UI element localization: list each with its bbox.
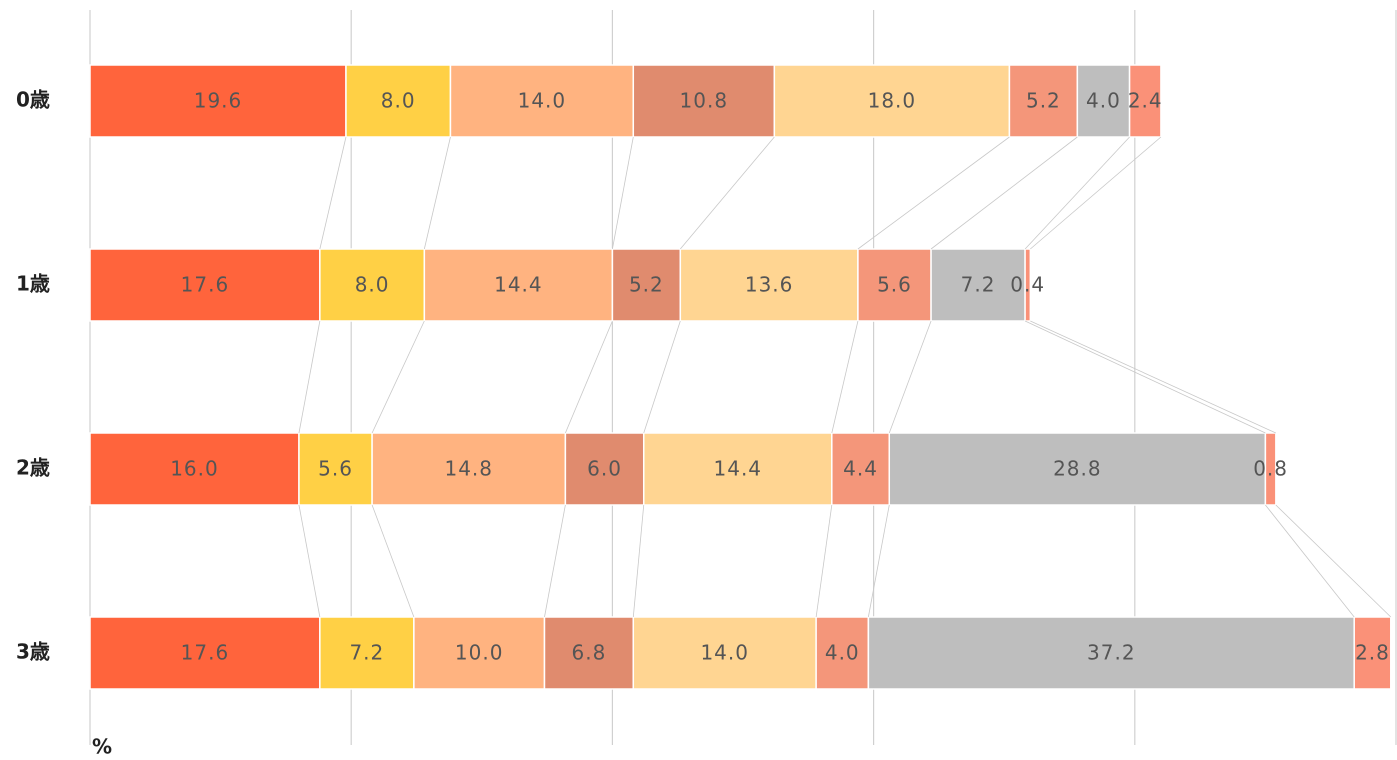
data-label: 4.0	[1086, 89, 1121, 113]
connector	[831, 320, 859, 434]
y-tick-label: 1歳	[16, 272, 50, 296]
connector	[1024, 136, 1130, 250]
data-label: 8.0	[381, 89, 416, 113]
connector	[643, 320, 681, 434]
connector	[423, 136, 451, 250]
data-label: 14.4	[714, 457, 763, 481]
data-label: 7.2	[349, 641, 384, 665]
bar-segment	[1128, 64, 1162, 138]
data-label: 8.0	[355, 273, 390, 297]
data-label: 16.0	[170, 457, 219, 481]
connector	[1275, 504, 1392, 618]
bar-segment	[89, 248, 321, 322]
data-label: 5.2	[629, 273, 664, 297]
connector	[371, 320, 425, 434]
bar-segment	[543, 616, 635, 690]
data-label: 10.0	[455, 641, 504, 665]
connector	[867, 504, 890, 618]
data-label: 2.8	[1355, 641, 1390, 665]
bar-segment	[679, 248, 859, 322]
data-label: 14.0	[518, 89, 567, 113]
bar-segment	[564, 432, 645, 506]
bar-segment	[89, 616, 321, 690]
connector	[930, 136, 1078, 250]
data-label: 0.8	[1253, 457, 1288, 481]
bar-segment	[319, 616, 415, 690]
data-label: 28.8	[1053, 457, 1102, 481]
bar-segment	[632, 616, 817, 690]
connector	[815, 504, 833, 618]
data-label: 19.6	[194, 89, 243, 113]
bar-segment	[371, 432, 567, 506]
y-tick-label: 3歳	[16, 640, 50, 664]
bar-segment	[857, 248, 932, 322]
connector	[544, 504, 566, 618]
data-label: 37.2	[1087, 641, 1136, 665]
bar-segment	[867, 616, 1355, 690]
y-tick-label: 2歳	[16, 456, 50, 480]
bar-segment	[298, 432, 373, 506]
data-label: 5.6	[877, 273, 912, 297]
bar-segment	[831, 432, 891, 506]
connector	[888, 320, 932, 434]
data-label: 7.2	[961, 273, 996, 297]
data-label: 14.4	[494, 273, 543, 297]
bar-segment	[1076, 64, 1131, 138]
bar-segment	[773, 64, 1011, 138]
data-label: 17.6	[181, 273, 230, 297]
bar-segment	[1008, 64, 1079, 138]
bar-segment	[89, 64, 347, 138]
data-label: 5.2	[1026, 89, 1061, 113]
y-tick-label: 0歳	[16, 88, 50, 112]
data-label: 14.0	[700, 641, 749, 665]
bar-segment	[1264, 432, 1277, 506]
bar-segment	[319, 248, 426, 322]
connector	[857, 136, 1010, 250]
connector	[632, 504, 645, 618]
connector	[371, 504, 415, 618]
connector	[298, 504, 321, 618]
x-axis-label: %	[92, 735, 112, 759]
bar-segment	[632, 64, 776, 138]
data-label: 18.0	[868, 89, 917, 113]
connector	[612, 136, 634, 250]
connector	[565, 320, 613, 434]
data-label: 0.4	[1010, 273, 1045, 297]
connector	[319, 136, 347, 250]
bar-segment	[1024, 248, 1032, 322]
bar-segment	[815, 616, 870, 690]
connector	[1024, 320, 1266, 434]
data-label: 2.4	[1128, 89, 1163, 113]
data-label: 6.8	[571, 641, 606, 665]
connector	[298, 320, 321, 434]
connector	[1030, 136, 1162, 250]
bar-segment	[413, 616, 546, 690]
bar-segment	[423, 248, 614, 322]
data-label: 17.6	[181, 641, 230, 665]
bar-segment	[611, 248, 682, 322]
data-label: 4.0	[825, 641, 860, 665]
data-label: 6.0	[587, 457, 622, 481]
bar-segment	[89, 432, 300, 506]
data-label: 10.8	[680, 89, 729, 113]
data-label: 5.6	[318, 457, 353, 481]
bar-segment	[888, 432, 1267, 506]
connector	[680, 136, 775, 250]
connector	[1030, 320, 1277, 434]
bar-segment	[1353, 616, 1392, 690]
data-label: 13.6	[745, 273, 794, 297]
data-label: 4.4	[843, 457, 878, 481]
data-label: 14.8	[444, 457, 493, 481]
connector	[1265, 504, 1355, 618]
